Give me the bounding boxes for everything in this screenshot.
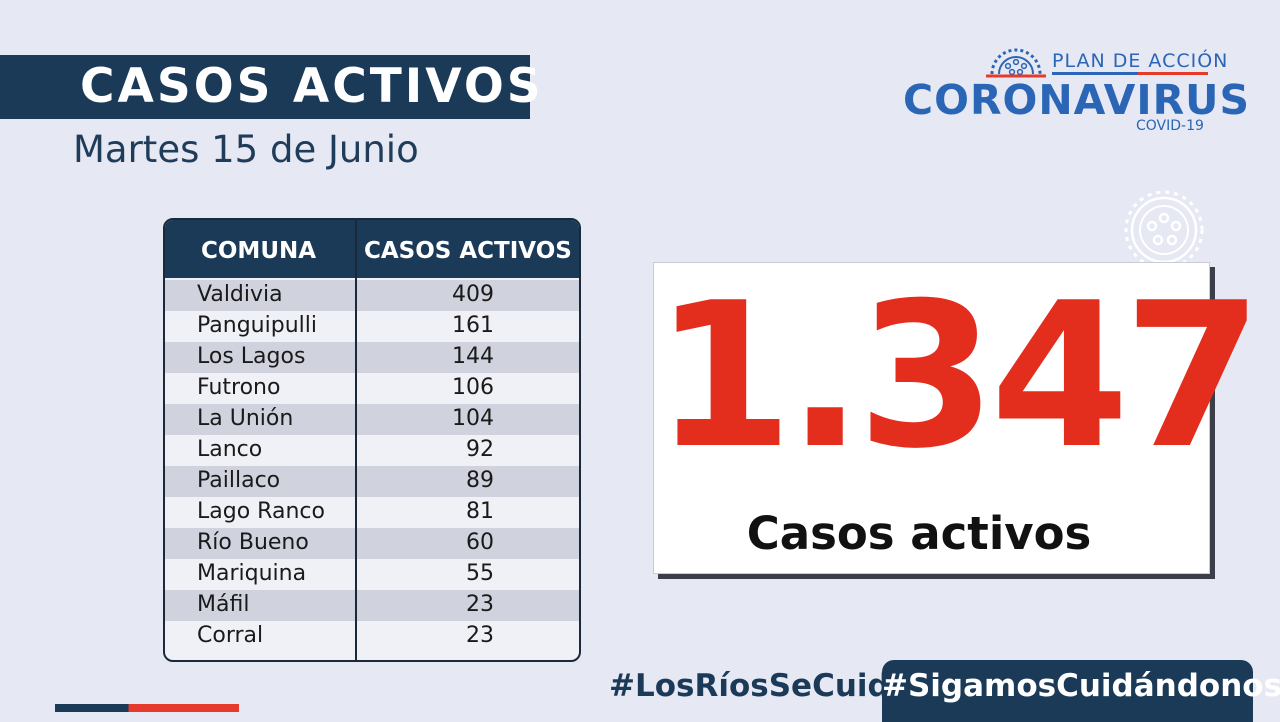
hashtag-sigamos: #SigamosCuidándonos xyxy=(882,668,1280,704)
cases-value: 144 xyxy=(452,344,494,369)
hashtag-los-rios: #LosRíosSeCuida xyxy=(609,668,911,704)
cases-value: 104 xyxy=(452,406,494,431)
comuna-name: Río Bueno xyxy=(197,530,309,555)
comuna-name: Lanco xyxy=(197,437,263,462)
virus-icon xyxy=(986,48,1046,78)
logo-sub-text: COVID-19 xyxy=(1136,118,1204,134)
table-row: Corral 23 xyxy=(165,621,579,652)
table-row: Río Bueno 60 xyxy=(165,528,579,559)
comuna-name: Los Lagos xyxy=(197,344,306,369)
comuna-name: Paillaco xyxy=(197,468,281,493)
table-row: Los Lagos 144 xyxy=(165,342,579,373)
header-casos-activos: CASOS ACTIVOS xyxy=(364,238,572,264)
cases-value: 89 xyxy=(466,468,494,493)
comuna-name: Mariquina xyxy=(197,561,307,586)
table-row: Máfil 23 xyxy=(165,590,579,621)
total-cases-value: 1.347 xyxy=(654,260,1263,493)
virus-decoration-icon xyxy=(1124,190,1204,266)
total-cases-label: Casos activos xyxy=(746,507,1092,560)
cases-value: 409 xyxy=(452,282,494,307)
cases-value: 81 xyxy=(466,499,494,524)
page-title: CASOS ACTIVOS xyxy=(80,59,544,114)
comuna-name: Lago Ranco xyxy=(197,499,325,524)
table-row: La Unión 104 xyxy=(165,404,579,435)
cases-table: COMUNA CASOS ACTIVOS Valdivia 409 Panguip… xyxy=(163,218,581,662)
comuna-name: Corral xyxy=(197,623,264,648)
comuna-name: Futrono xyxy=(197,375,281,400)
table-row: Valdivia 409 xyxy=(165,280,579,311)
table-row: Futrono 106 xyxy=(165,373,579,404)
cases-value: 106 xyxy=(452,375,494,400)
comuna-name: Valdivia xyxy=(197,282,283,307)
title-banner xyxy=(0,55,530,119)
comuna-name: La Unión xyxy=(197,406,294,431)
column-divider xyxy=(355,220,357,660)
date-subtitle: Martes 15 de Junio xyxy=(73,128,419,171)
hashtag-banner: #SigamosCuidándonos xyxy=(882,660,1280,722)
coronavirus-logo: PLAN DE ACCIÓN CORONAVIRUS COVID-19 xyxy=(900,38,1249,138)
comuna-name: Panguipulli xyxy=(197,313,317,338)
comuna-name: Máfil xyxy=(197,592,250,617)
table-row: Panguipulli 161 xyxy=(165,311,579,342)
cases-value: 60 xyxy=(466,530,494,555)
cases-value: 55 xyxy=(466,561,494,586)
bottom-accent-bar xyxy=(55,704,239,712)
table-row: Paillaco 89 xyxy=(165,466,579,497)
cases-value: 161 xyxy=(452,313,494,338)
logo-plan-text: PLAN DE ACCIÓN xyxy=(1052,50,1229,72)
logo-divider xyxy=(1052,72,1208,75)
cases-value: 23 xyxy=(466,623,494,648)
table-row: Lanco 92 xyxy=(165,435,579,466)
table-header: COMUNA CASOS ACTIVOS xyxy=(165,220,579,278)
cases-value: 23 xyxy=(466,592,494,617)
logo-main-text: CORONAVIRUS xyxy=(903,76,1251,124)
cases-value: 92 xyxy=(466,437,494,462)
table-row: Lago Ranco 81 xyxy=(165,497,579,528)
table-row: Mariquina 55 xyxy=(165,559,579,590)
total-cases-card: 1.347 Casos activos xyxy=(653,260,1263,574)
header-comuna: COMUNA xyxy=(201,238,317,264)
